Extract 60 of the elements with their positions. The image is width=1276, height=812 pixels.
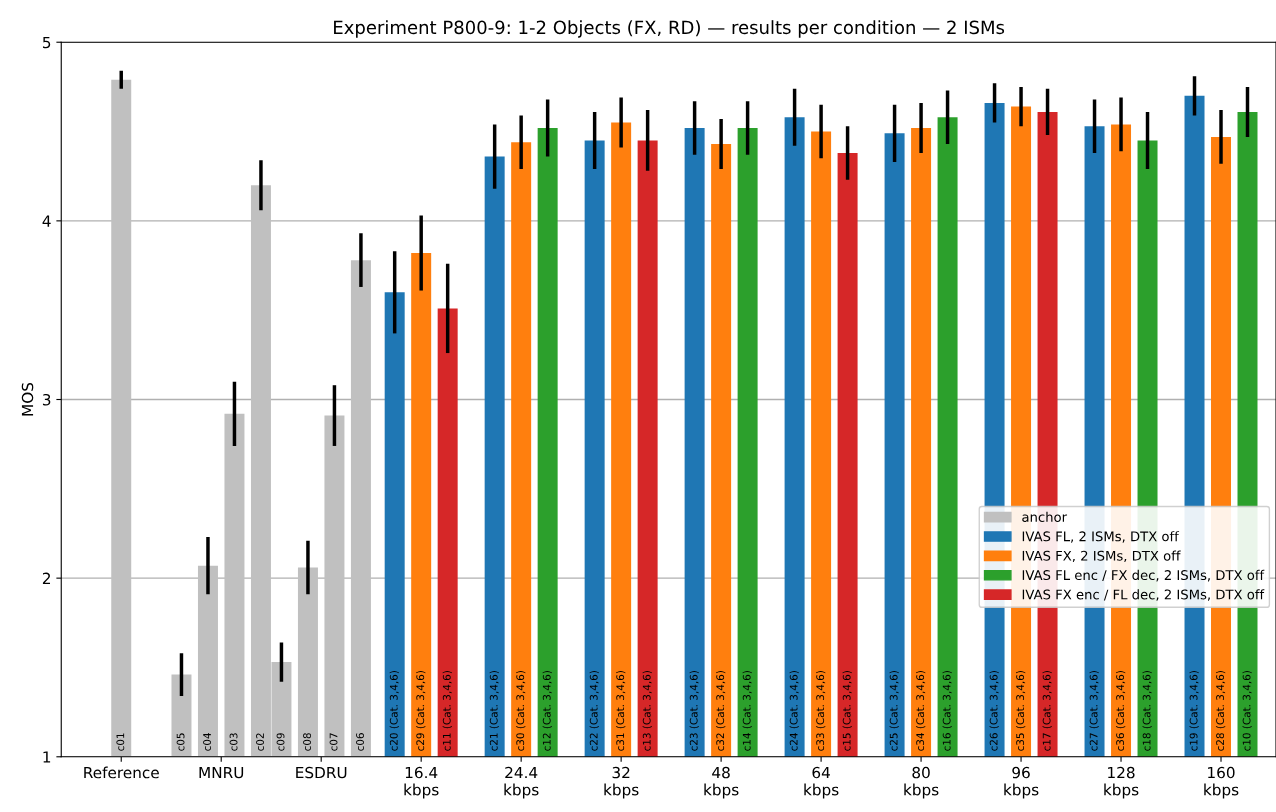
y-tick-label: 4 — [42, 215, 51, 227]
x-tick-label: 128 kbps — [1104, 766, 1139, 799]
data-label: c01 — [116, 733, 125, 751]
data-label: c28 (Cat. 3,4,6) — [1215, 671, 1226, 751]
x-tick-label: 160 kbps — [1204, 766, 1239, 799]
y-tick-label: 5 — [42, 36, 51, 49]
data-label: c35 (Cat. 3,4,6) — [1016, 671, 1026, 751]
data-label: c21 (Cat. 3,4,6) — [489, 671, 499, 751]
x-tick-label: 48 kbps — [704, 766, 739, 799]
legend-label: IVAS FL, 2 ISMs, DTX off — [1022, 531, 1180, 543]
legend-label: anchor — [1022, 511, 1068, 522]
data-label: c29 (Cat. 3,4,6) — [416, 671, 426, 751]
data-label: c26 (Cat. 3,4,6) — [989, 671, 999, 751]
x-tick-label: ESDRU — [296, 766, 347, 779]
x-tick-label: 80 kbps — [904, 766, 939, 799]
y-axis-title: MOS — [21, 382, 34, 416]
data-label: c31 (Cat. 3,4,6) — [616, 671, 626, 751]
data-label: c24 (Cat. 3,4,6) — [789, 671, 799, 751]
data-label: c04 — [203, 733, 211, 751]
data-label: c11 (Cat. 3,4,6) — [442, 671, 452, 751]
x-tick-label: 24.4 kbps — [504, 766, 539, 799]
data-label: c23 (Cat. 3,4,6) — [689, 671, 699, 751]
data-label: c02 — [256, 733, 264, 751]
data-label: c18 (Cat. 3,4,6) — [1142, 671, 1152, 751]
data-label: c10 (Cat. 3,4,6) — [1242, 671, 1252, 751]
data-label: c20 (Cat. 3,4,6) — [389, 671, 399, 751]
y-tick-label: 3 — [42, 393, 51, 406]
data-label: c15 (Cat. 3,4,6) — [842, 671, 852, 751]
x-tick-label: 96 kbps — [1004, 766, 1039, 799]
data-label: c36 (Cat. 3,4,6) — [1116, 671, 1126, 751]
data-label: c22 (Cat. 3,4,6) — [589, 671, 599, 751]
data-label: c05 — [176, 733, 185, 751]
data-label: c32 (Cat. 3,4,6) — [716, 671, 726, 751]
legend-label: IVAS FL enc / FX dec, 2 ISMs, DTX off — [1022, 569, 1265, 582]
x-tick-label: 64 kbps — [804, 766, 839, 799]
data-label: c06 — [356, 733, 364, 751]
data-label: c34 (Cat. 3,4,6) — [916, 671, 926, 751]
x-tick-label: MNRU — [199, 766, 244, 779]
data-label: c12 (Cat. 3,4,6) — [542, 671, 552, 751]
chart-title: Experiment P800-9: 1-2 Objects (FX, RD) — results per condition — 2 ISMs — [334, 20, 1005, 38]
data-label: c33 (Cat. 3,4,6) — [816, 671, 826, 751]
data-label: c30 (Cat. 3,4,6) — [516, 671, 526, 751]
data-label: c27 (Cat. 3,4,6) — [1089, 671, 1099, 751]
data-label: c07 — [329, 733, 338, 751]
data-label: c09 — [276, 733, 285, 751]
x-tick-label: 32 kbps — [604, 766, 639, 799]
legend-label: IVAS FX enc / FL dec, 2 ISMs, DTX off — [1022, 589, 1265, 601]
y-tick-label: 2 — [42, 572, 50, 584]
data-label: c17 (Cat. 3,4,6) — [1042, 671, 1052, 751]
x-tick-label: Reference — [84, 766, 159, 779]
data-label: c16 (Cat. 3,4,6) — [942, 671, 952, 751]
data-label: c14 (Cat. 3,4,6) — [742, 671, 752, 751]
legend-label: IVAS FX, 2 ISMs, DTX off — [1022, 550, 1181, 563]
data-label: c19 (Cat. 3,4,6) — [1189, 671, 1199, 751]
data-label: c13 (Cat. 3,4,6) — [642, 671, 652, 751]
x-tick-label: 16.4 kbps — [404, 766, 439, 799]
data-label: c03 — [229, 733, 238, 751]
y-tick-label: 1 — [43, 751, 51, 763]
data-label: c08 — [303, 733, 311, 751]
data-label: c25 (Cat. 3,4,6) — [889, 671, 899, 751]
